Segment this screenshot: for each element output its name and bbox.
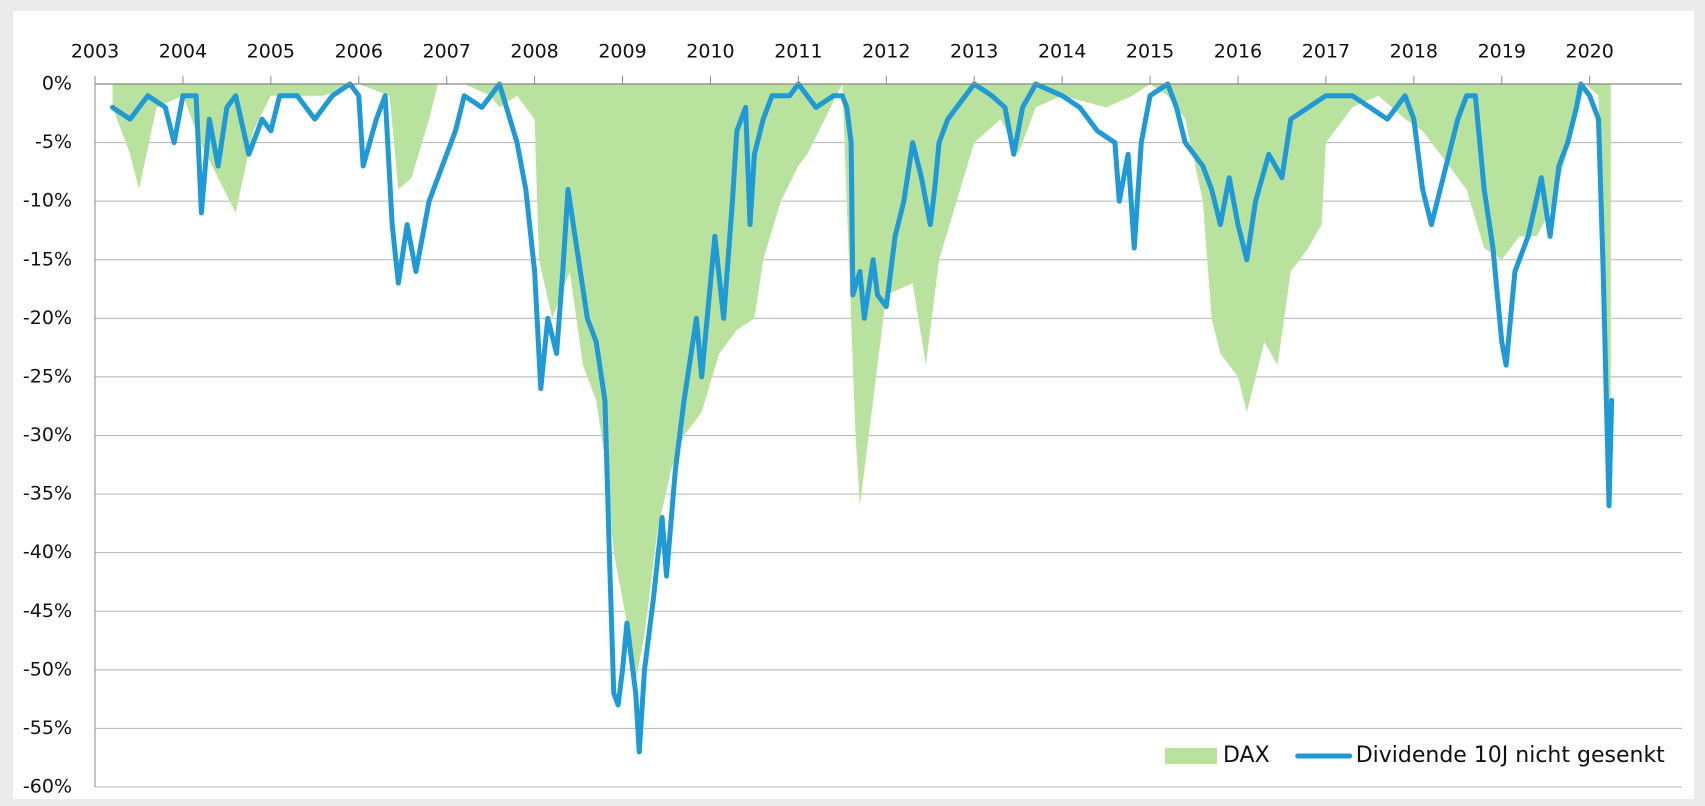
x-tick-label: 2005 <box>247 41 295 63</box>
y-tick-label: -10% <box>23 190 72 212</box>
area <box>112 84 1611 682</box>
y-tick-label: -60% <box>23 776 72 798</box>
y-tick-label: -35% <box>23 483 72 505</box>
x-tick-label: 2004 <box>159 41 207 63</box>
y-tick-label: -15% <box>23 248 72 270</box>
x-tick-label: 2017 <box>1302 41 1350 63</box>
x-tick-label: 2014 <box>1038 41 1086 63</box>
x-tick-label: 2019 <box>1478 41 1526 63</box>
y-tick-label: -40% <box>23 541 72 563</box>
axes: 0% -5% -10% -15% -20% -25% -30% -35% -40% -45% -50… <box>23 41 1682 798</box>
x-tick-label: 2016 <box>1214 41 1262 63</box>
x-tick-label: 2011 <box>774 41 822 63</box>
x-tick-label: 2009 <box>598 41 646 63</box>
x-tick-label: 2003 <box>71 41 119 63</box>
y-tick-label: -30% <box>23 424 72 446</box>
legend-label: DAX <box>1223 743 1270 768</box>
y-tick-label: -5% <box>35 131 72 153</box>
legend-label: Dividende 10J nicht gesenkt <box>1356 743 1665 768</box>
y-tick-label: -50% <box>23 658 72 680</box>
y-tick-label: 0% <box>42 73 72 95</box>
line <box>110 81 1615 755</box>
x-tick-label: 2007 <box>423 41 471 63</box>
x-tick-label: 2013 <box>950 41 998 63</box>
x-tick-label: 2018 <box>1390 41 1438 63</box>
x-tick-label: 2012 <box>862 41 910 63</box>
x-tick-label: 2008 <box>510 41 558 63</box>
y-tick-label: -20% <box>23 307 72 329</box>
legend: DAX Dividende 10J nicht gesenkt <box>1165 743 1665 768</box>
y-tick-label: -55% <box>23 717 72 739</box>
x-tick-label: 2010 <box>686 41 734 63</box>
marks <box>110 81 1615 755</box>
x-tick-label: 2020 <box>1566 41 1614 63</box>
legend-swatch <box>1165 748 1217 764</box>
y-tick-label: -25% <box>23 365 72 387</box>
y-tick-label: -45% <box>23 600 72 622</box>
x-tick-label: 2015 <box>1126 41 1174 63</box>
x-tick-label: 2006 <box>335 41 383 63</box>
